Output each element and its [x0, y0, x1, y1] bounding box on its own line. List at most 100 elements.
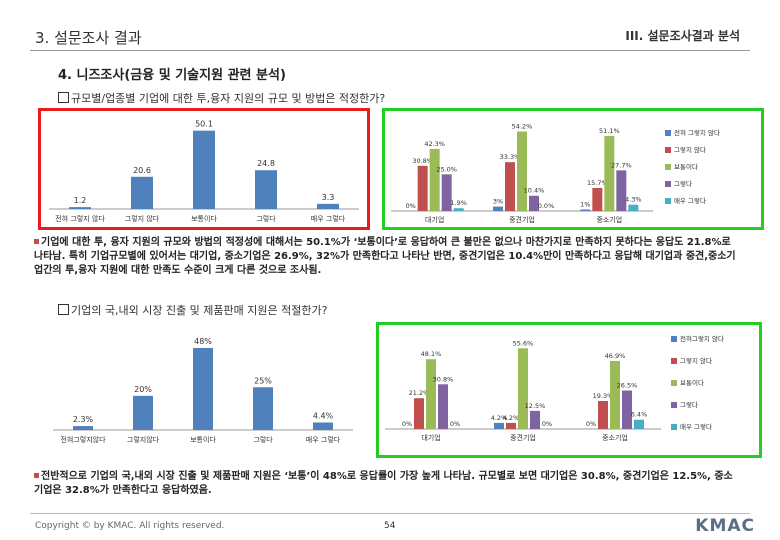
- chart-size-market-svg: 0% 21.2% 48.1% 30.8% 0% 대기업 4.2%4.2% 55.6% 12.5%…: [385, 334, 724, 442]
- bullet-icon: [34, 473, 39, 478]
- question-2: 기업의 국,내외 시장 진출 및 제품판매 지원은 적절한가?: [58, 302, 327, 318]
- data-label: 15.7%: [587, 179, 608, 187]
- data-label: 2.3%: [73, 415, 94, 424]
- bar: [193, 347, 213, 430]
- category-label: 대기업: [421, 433, 440, 442]
- data-label: 55.6%: [513, 339, 534, 347]
- data-label: 0%: [586, 420, 596, 428]
- data-label: 1%: [580, 201, 590, 209]
- data-label: 0.0%: [538, 202, 555, 210]
- data-label: 25.0%: [436, 165, 457, 173]
- data-label: 25%: [254, 376, 272, 385]
- data-label: 33.3%: [500, 153, 521, 161]
- bar: [592, 187, 603, 211]
- data-label: 19.3%: [593, 392, 614, 400]
- chart-size-funding-svg: 0% 30.8% 42.3% 25.0% 1.9% 대기업 3% 33.3% 54.2% 10.4…: [391, 123, 720, 224]
- bar: [438, 384, 448, 429]
- data-label: 24.8: [257, 159, 275, 168]
- bar: [580, 209, 591, 211]
- bar: [131, 176, 153, 209]
- data-label: 12.5%: [525, 402, 546, 410]
- bar: [494, 422, 504, 429]
- legend-swatch: [665, 130, 671, 136]
- bar: [133, 395, 153, 430]
- data-label: 0%: [406, 202, 416, 210]
- legend-swatch: [665, 181, 671, 187]
- category-label: 그렇지 않다: [125, 214, 160, 223]
- data-label: 50.1: [195, 120, 213, 129]
- question-1: 규모별/업종별 기업에 대한 투,융자 지원의 규모 및 방법은 적정한가?: [58, 90, 385, 106]
- section-title: 4. 니즈조사(금융 및 기술지원 관련 분석): [58, 68, 286, 83]
- data-label: 20.6: [133, 166, 151, 175]
- bar: [193, 130, 215, 209]
- bar: [518, 348, 528, 429]
- legend-swatch: [671, 380, 677, 386]
- data-label: 20%: [134, 385, 152, 394]
- category-label: 전혀 그렇지 않다: [55, 214, 105, 223]
- legend-swatch: [671, 336, 677, 342]
- chart-overall-funding: 1.2 전혀 그렇지 않다 20.6 그렇지 않다 50.1 보통이다 24.8 그렇다 3.3…: [38, 108, 370, 230]
- bar: [317, 203, 339, 209]
- bar: [426, 359, 436, 429]
- data-label: 48%: [194, 337, 212, 346]
- bar: [73, 426, 93, 430]
- kmac-logo: KMAC: [695, 516, 755, 536]
- data-label: 6.4%: [631, 411, 648, 419]
- bar: [255, 170, 277, 209]
- legend-label: 그렇다: [680, 400, 698, 409]
- footer-divider: [30, 513, 750, 514]
- bar: [622, 390, 632, 429]
- chart-size-market: 0% 21.2% 48.1% 30.8% 0% 대기업 4.2% 4.2% 55.6% 12.5%…: [376, 322, 762, 458]
- data-label: 27.7%: [611, 161, 632, 169]
- data-label: 4.2%: [503, 414, 520, 422]
- data-label: 0%: [542, 420, 552, 428]
- bar: [253, 387, 273, 430]
- category-label: 보통이다: [191, 214, 217, 223]
- copyright: Copyright © by KMAC. All rights reserved…: [35, 521, 225, 531]
- data-label: 1.9%: [450, 199, 467, 207]
- bar: [610, 360, 620, 429]
- data-label: 3.3: [322, 193, 335, 202]
- bar: [616, 170, 627, 211]
- bar: [313, 422, 333, 430]
- note-1-text: 기업에 대한 투, 융자 지원의 규모와 방법의 적정성에 대해서는 50.1%…: [34, 237, 736, 276]
- checkbox-bullet-icon: [58, 304, 69, 315]
- checkbox-bullet-icon: [58, 92, 69, 103]
- category-label: 전혀그렇지않다: [60, 435, 106, 444]
- category-label: 중소기업: [602, 433, 628, 442]
- legend-swatch: [665, 164, 671, 170]
- data-label: 46.9%: [605, 352, 626, 360]
- section-header: 3. 설문조사 결과: [35, 29, 142, 47]
- bar: [69, 207, 91, 209]
- bar: [441, 174, 452, 211]
- data-label: 0%: [450, 420, 460, 428]
- legend-swatch: [665, 147, 671, 153]
- category-label: 매우 그렇다: [311, 214, 346, 223]
- header-divider: [30, 50, 750, 51]
- bar: [429, 148, 440, 211]
- bar: [506, 422, 516, 429]
- data-label: 3%: [493, 198, 503, 206]
- bar: [493, 206, 503, 211]
- legend-label: 매우 그렇다: [674, 196, 706, 205]
- bar: [517, 131, 527, 211]
- bar: [414, 398, 424, 429]
- category-label: 그렇다: [256, 214, 276, 223]
- data-label: 4.3%: [625, 196, 642, 204]
- data-label: 48.1%: [421, 350, 442, 358]
- data-label: 30.8%: [433, 375, 454, 383]
- bar: [598, 400, 608, 429]
- bar: [634, 419, 644, 429]
- data-label: 42.3%: [424, 140, 445, 148]
- bar: [453, 208, 464, 211]
- category-label: 중견기업: [509, 215, 535, 224]
- bar: [417, 165, 428, 211]
- legend-label: 매우 그렇다: [680, 422, 712, 431]
- category-label: 중견기업: [510, 433, 536, 442]
- page-number: 54: [384, 521, 396, 531]
- question-1-text: 규모별/업종별 기업에 대한 투,융자 지원의 규모 및 방법은 적정한가?: [71, 92, 386, 105]
- category-label: 보통이다: [190, 435, 216, 444]
- data-label: 51.1%: [599, 127, 620, 135]
- chart-overall-market-svg: 2.3% 전혀그렇지않다 20% 그렇지않다 48% 보통이다 25% 그렇다 4.4% 매우 그…: [53, 337, 353, 444]
- bullet-icon: [34, 239, 39, 244]
